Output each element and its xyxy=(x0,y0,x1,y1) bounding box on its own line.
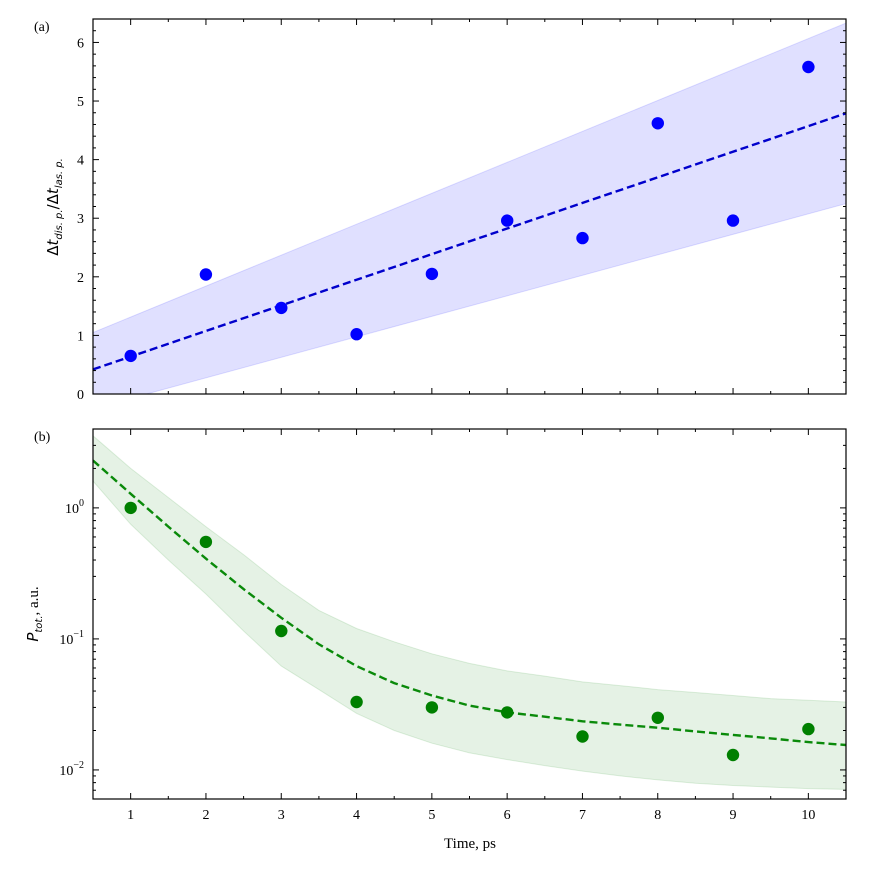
points-b xyxy=(124,501,815,762)
data-point xyxy=(124,349,137,363)
x-tick-label: 1 xyxy=(127,808,134,823)
data-point xyxy=(425,701,439,714)
x-tick-label: 6 xyxy=(504,808,511,823)
y-tick-label: 100 xyxy=(65,498,84,517)
data-point xyxy=(651,117,664,130)
ylabel-b: Ptot., a.u. xyxy=(24,586,45,641)
data-point xyxy=(802,722,815,736)
data-point xyxy=(275,301,288,315)
data-point xyxy=(199,268,213,281)
x-tick-label: 5 xyxy=(428,808,435,823)
panel-a: 0 1 2 3 4 5 6 (a) Δtdis. p./Δtlas. p. xyxy=(34,18,847,403)
y-tick-label: 2 xyxy=(77,271,84,286)
x-tick-label: 8 xyxy=(654,808,661,823)
data-point xyxy=(576,730,589,743)
x-tick-label: 3 xyxy=(278,808,285,823)
y-tick-label: 6 xyxy=(77,36,84,51)
x-tick-label: 10 xyxy=(801,808,815,823)
data-point xyxy=(350,695,363,709)
data-point xyxy=(651,711,664,724)
data-point xyxy=(576,231,589,245)
data-point xyxy=(425,267,439,281)
y-tick-label: 1 xyxy=(77,329,84,344)
confidence-band xyxy=(93,435,846,790)
ticks-b: 1 2 3 4 5 6 7 8 9 10 100 10−1 10−2 xyxy=(59,428,847,823)
data-point xyxy=(501,706,514,719)
y-tick-label: 10−1 xyxy=(59,629,84,648)
x-tick-label: 9 xyxy=(730,808,737,823)
ticks-a: 0 1 2 3 4 5 6 xyxy=(77,18,847,403)
data-point xyxy=(350,328,363,341)
points-a xyxy=(124,60,815,363)
fit-line xyxy=(93,112,846,371)
confidence-band xyxy=(93,22,846,394)
x-tick-label: 4 xyxy=(353,808,360,823)
y-tick-label: 3 xyxy=(77,212,84,227)
y-tick-label: 5 xyxy=(77,95,84,110)
y-tick-label: 0 xyxy=(77,388,84,403)
data-point xyxy=(275,624,288,638)
ylabel-a: Δtdis. p./Δtlas. p. xyxy=(44,158,65,256)
band-b xyxy=(93,435,846,790)
xlabel-b: Time, ps xyxy=(444,836,496,852)
data-point xyxy=(501,214,514,227)
x-tick-label: 7 xyxy=(579,808,586,823)
panel-b: 1 2 3 4 5 6 7 8 9 10 100 10−1 10−2 (b) Ptot., a.u. T… xyxy=(24,428,847,852)
y-tick-label: 10−2 xyxy=(59,760,84,779)
data-point xyxy=(726,748,740,762)
panel-label-b: (b) xyxy=(34,430,51,445)
panel-label-a: (a) xyxy=(34,20,50,35)
data-point xyxy=(802,60,815,74)
x-tick-label: 2 xyxy=(202,808,209,823)
data-point xyxy=(124,501,137,515)
y-tick-label: 4 xyxy=(77,154,84,169)
data-point xyxy=(726,214,740,227)
fit-a xyxy=(93,112,846,371)
data-point xyxy=(199,535,213,549)
band-a xyxy=(93,22,846,394)
